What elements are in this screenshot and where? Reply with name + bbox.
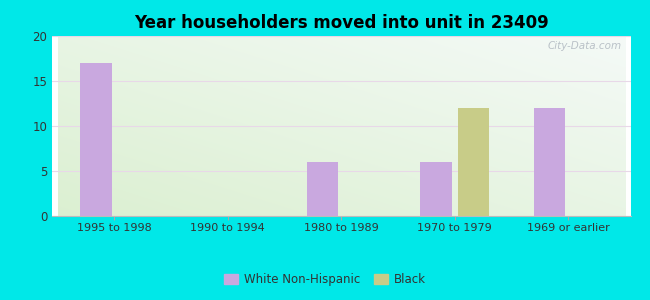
Bar — [458, 108, 489, 216]
Text: City-Data.com: City-Data.com — [548, 41, 622, 51]
Bar — [307, 162, 339, 216]
Bar — [80, 63, 112, 216]
Bar — [420, 162, 452, 216]
Bar — [534, 108, 566, 216]
Legend: White Non-Hispanic, Black: White Non-Hispanic, Black — [219, 269, 431, 291]
Title: Year householders moved into unit in 23409: Year householders moved into unit in 234… — [134, 14, 549, 32]
